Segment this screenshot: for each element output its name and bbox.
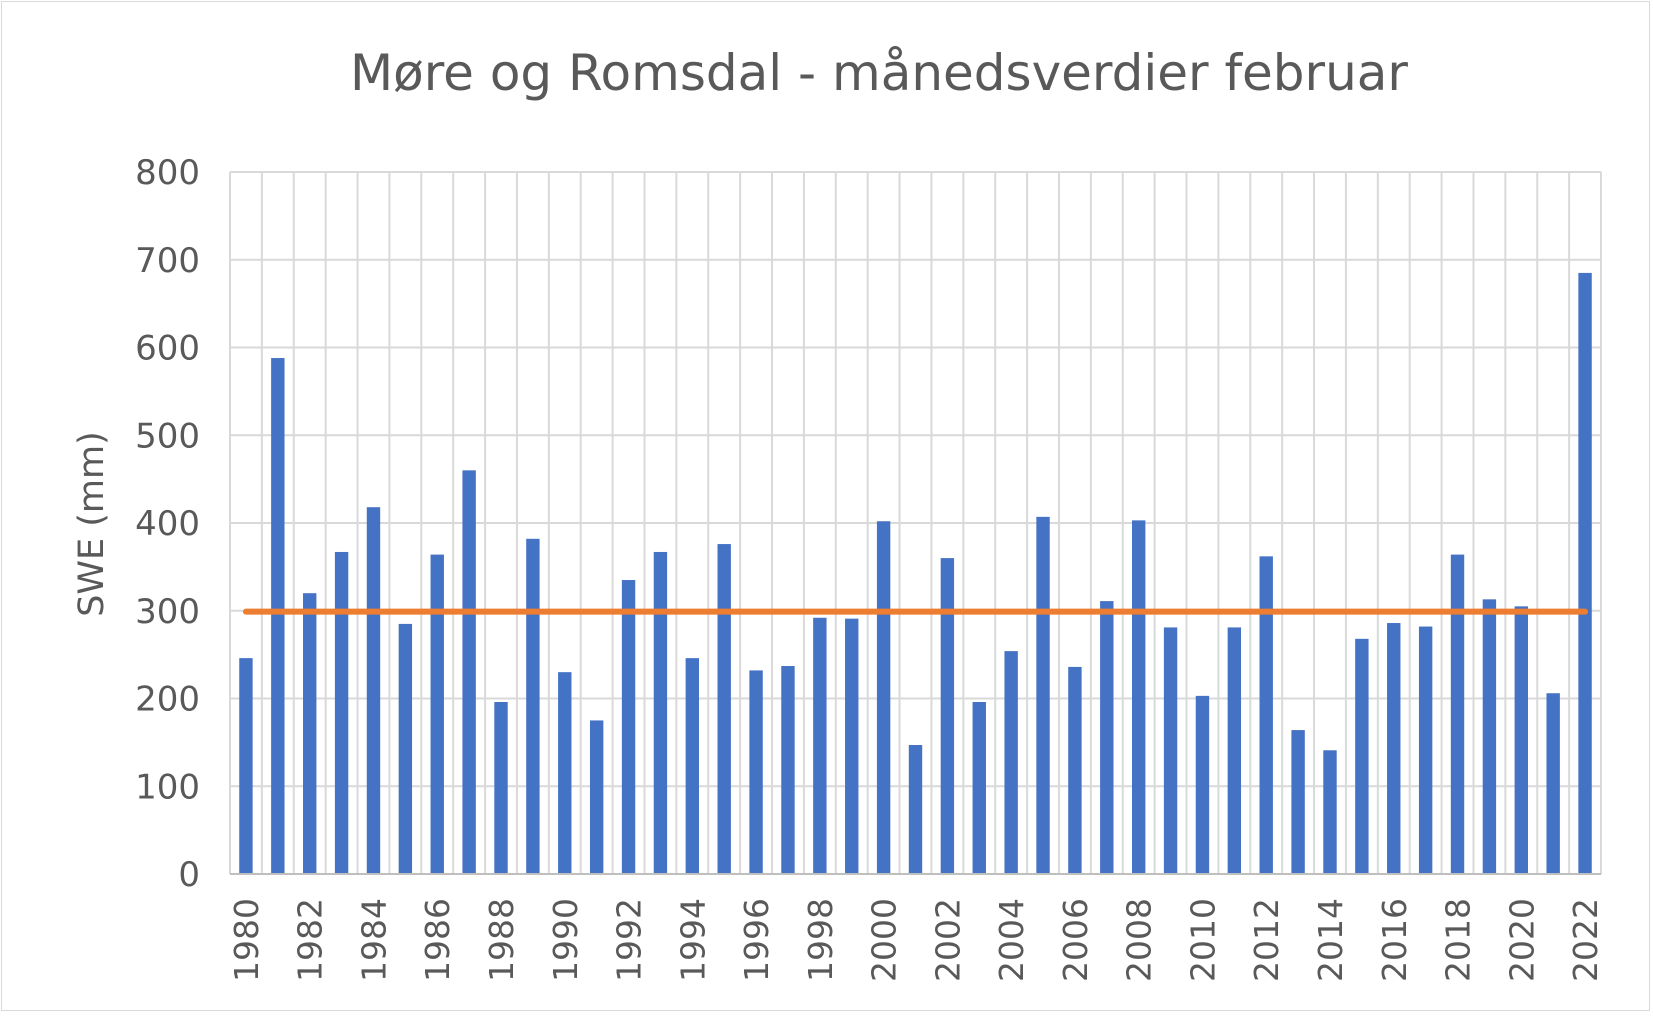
- x-tick-label: 2006: [1056, 898, 1095, 982]
- x-tick-label: 1988: [482, 898, 521, 982]
- y-tick-label: 200: [135, 680, 200, 720]
- x-tick-label: 2004: [992, 898, 1031, 982]
- bar-1999: [845, 618, 859, 874]
- bar-2020: [1514, 606, 1528, 874]
- bar-2015: [1355, 638, 1369, 874]
- bar-2017: [1418, 626, 1433, 874]
- bar-1980: [239, 658, 253, 874]
- bar-1997: [781, 666, 795, 874]
- bar-2018: [1450, 554, 1465, 874]
- x-tick-label: 1996: [737, 898, 776, 982]
- x-tick-label: 1992: [610, 898, 649, 982]
- x-tick-label: 1982: [291, 898, 330, 982]
- gridlines: [229, 171, 1602, 875]
- bar-1983: [334, 551, 349, 874]
- y-tick-label: 800: [135, 153, 200, 193]
- chart-title: Møre og Romsdal - månedsverdier februar: [350, 44, 1408, 102]
- bar-2012: [1259, 556, 1273, 874]
- x-tick-label: 2002: [928, 898, 967, 982]
- x-tick-label: 2016: [1375, 898, 1414, 982]
- y-tick-label: 0: [178, 855, 200, 895]
- x-tick-label: 2010: [1183, 898, 1222, 982]
- bar-1998: [813, 617, 827, 874]
- bar-1987: [462, 470, 476, 874]
- y-tick-label: 400: [135, 504, 200, 544]
- bar-2002: [940, 558, 955, 874]
- bar-1991: [589, 720, 604, 874]
- bar-2005: [1036, 516, 1050, 874]
- y-tick-label: 500: [135, 416, 200, 456]
- bar-2010: [1195, 695, 1210, 874]
- x-tick-label: 2008: [1120, 898, 1159, 982]
- bar-2000: [876, 521, 891, 874]
- y-tick-label: 100: [135, 767, 200, 807]
- y-axis-label: SWE (mm): [72, 431, 112, 617]
- bar-1989: [526, 538, 540, 874]
- bar-2006: [1068, 666, 1082, 874]
- bar-1990: [558, 672, 572, 874]
- bar-1992: [621, 580, 636, 874]
- bar-2022: [1578, 272, 1592, 875]
- x-tick-label: 1984: [354, 898, 393, 982]
- y-tick-label: 700: [135, 241, 200, 281]
- x-tick-label: 2022: [1566, 898, 1605, 982]
- bar-2008: [1131, 520, 1146, 874]
- bar-2014: [1323, 750, 1337, 874]
- bar-2001: [908, 745, 923, 874]
- x-tick-label: 2018: [1439, 898, 1478, 982]
- bar-2011: [1227, 627, 1242, 874]
- x-tick-label: 2012: [1247, 898, 1286, 982]
- x-tick-label: 1980: [227, 898, 266, 982]
- bar-1996: [749, 670, 763, 874]
- x-tick-label: 2020: [1502, 898, 1541, 982]
- y-tick-labels: 0 100 200 300 400 500 600 700 800: [135, 153, 200, 895]
- bar-1986: [430, 554, 444, 874]
- bar-2003: [972, 702, 986, 874]
- bar-1994: [685, 658, 700, 874]
- bar-1981: [271, 358, 285, 874]
- x-tick-label: 1986: [418, 898, 457, 982]
- bar-1995: [717, 544, 731, 874]
- bar-1988: [494, 702, 508, 874]
- bar-2021: [1546, 693, 1560, 874]
- bar-2019: [1482, 599, 1497, 874]
- y-tick-label: 300: [135, 592, 200, 632]
- bar-1984: [366, 507, 381, 874]
- x-tick-label: 2000: [865, 898, 904, 982]
- y-tick-label: 600: [135, 329, 200, 369]
- bar-1985: [398, 623, 413, 874]
- bar-2016: [1387, 623, 1401, 874]
- bar-2004: [1004, 651, 1018, 874]
- x-tick-label: 2014: [1311, 898, 1350, 982]
- bar-2007: [1100, 601, 1114, 874]
- bar-1982: [303, 593, 317, 874]
- x-tick-labels: 1980 1982 1984 1986 1988 1990 1992 1994 1996 1998…: [227, 898, 1605, 982]
- bar-2013: [1291, 730, 1305, 874]
- bar-series: [239, 272, 1592, 875]
- x-tick-label: 1994: [673, 898, 712, 982]
- bar-2009: [1163, 627, 1178, 874]
- x-tick-label: 1998: [801, 898, 840, 982]
- x-tick-label: 1990: [546, 898, 585, 982]
- bar-1993: [653, 551, 668, 874]
